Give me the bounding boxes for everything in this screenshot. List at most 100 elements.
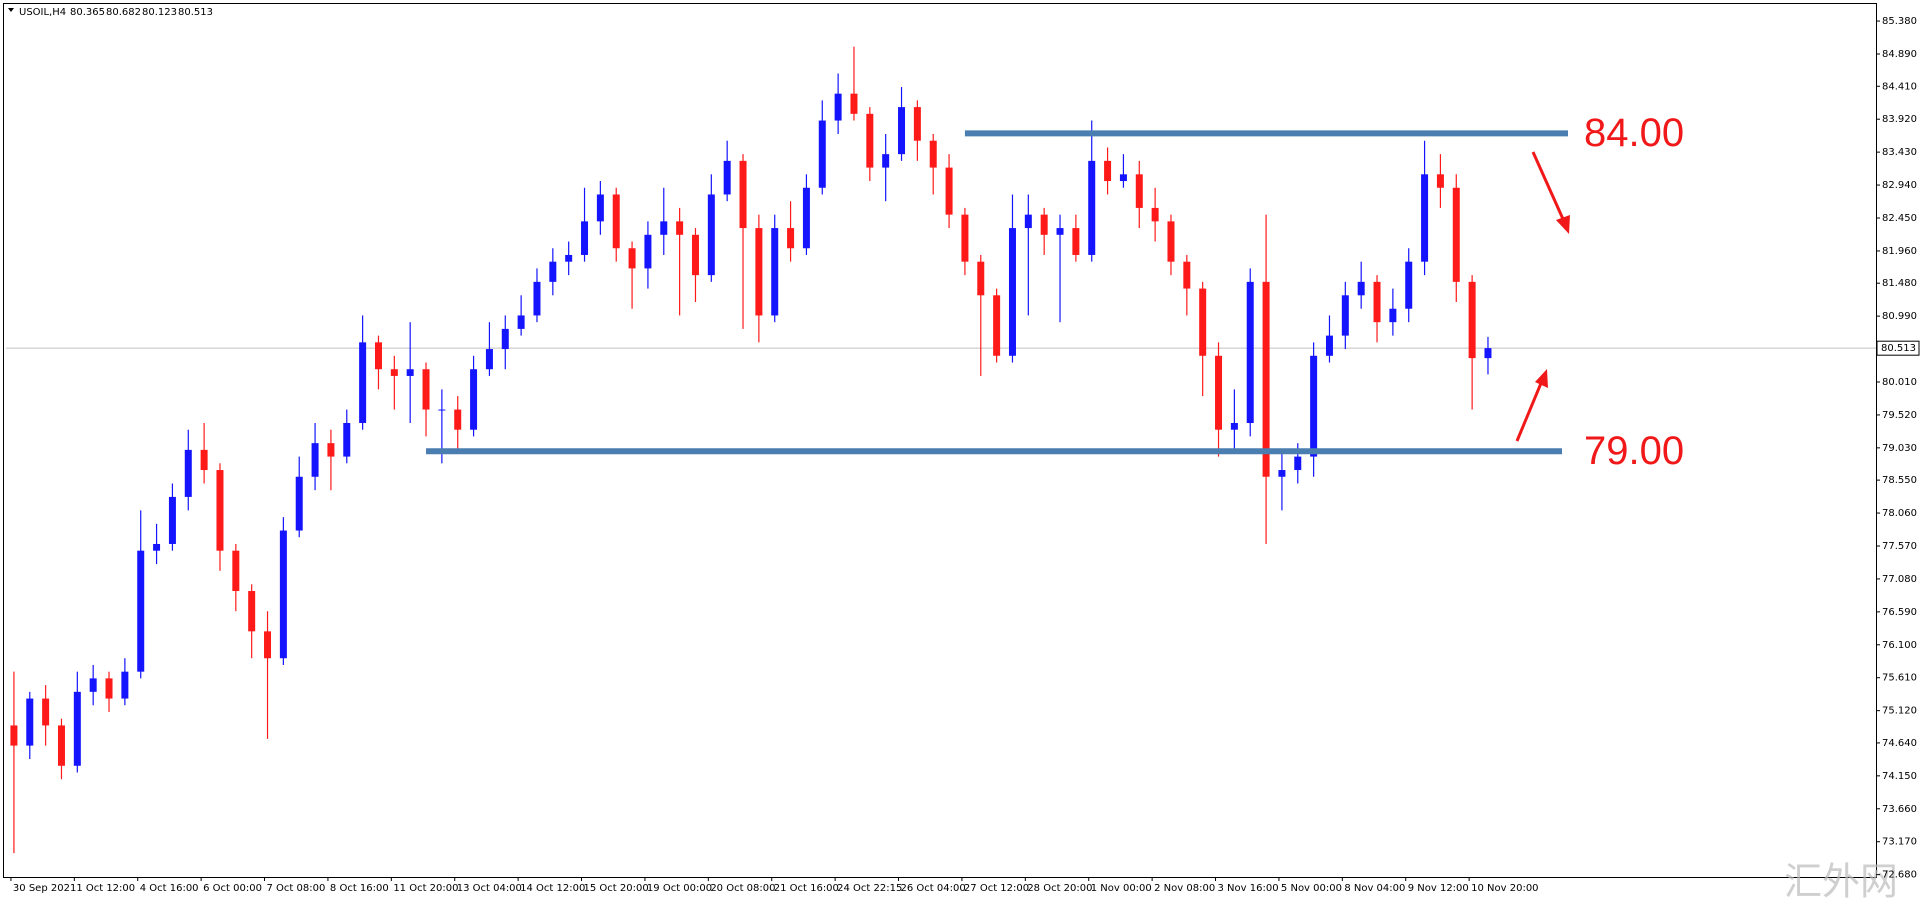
arrow-down-head <box>1556 215 1570 234</box>
x-tick-label: 13 Oct 04:00 <box>457 883 522 894</box>
y-tick-label: 78.060 <box>1882 508 1917 519</box>
y-tick-label: 77.570 <box>1882 541 1917 552</box>
x-tick-label: 8 Oct 16:00 <box>330 883 389 894</box>
candle-body <box>1088 160 1096 255</box>
y-tick-label: 72.680 <box>1882 870 1917 881</box>
x-tick-label: 30 Sep 2021 <box>13 883 76 894</box>
x-tick-label: 1 Oct 12:00 <box>76 883 135 894</box>
candle-body <box>1310 355 1318 457</box>
header-low: 80.123 <box>142 7 177 18</box>
x-tick-label: 2 Nov 08:00 <box>1154 883 1215 894</box>
candle-body <box>1215 355 1223 430</box>
candle-body <box>787 228 795 249</box>
watermark: 汇外网 <box>1784 860 1898 901</box>
candle-body <box>1373 281 1381 323</box>
x-tick-label: 1 Nov 00:00 <box>1091 883 1152 894</box>
candle-body <box>470 369 478 430</box>
candle-body <box>565 254 573 262</box>
candle-body <box>549 261 557 282</box>
candle-body <box>1008 228 1016 356</box>
candle-body <box>850 93 858 114</box>
x-tick-label: 9 Nov 12:00 <box>1408 883 1469 894</box>
candle-body <box>1294 456 1302 471</box>
candle-body <box>1104 160 1112 182</box>
candle-body <box>264 631 272 659</box>
candle-body <box>10 725 18 746</box>
y-tick-label: 76.590 <box>1882 607 1917 618</box>
candle-body <box>1341 295 1349 336</box>
x-tick-label: 5 Nov 00:00 <box>1281 883 1342 894</box>
y-tick-label: 74.150 <box>1882 771 1917 782</box>
header-high: 80.682 <box>106 7 141 18</box>
header-open: 80.365 <box>70 7 105 18</box>
candle-body <box>993 295 1001 356</box>
candle-body <box>628 248 636 269</box>
y-tick-label: 77.080 <box>1882 574 1917 585</box>
arrow-up <box>1515 375 1546 442</box>
candle-body <box>121 671 129 699</box>
level-annotation: 79.00 <box>1584 429 1684 473</box>
x-tick-label: 4 Oct 16:00 <box>140 883 199 894</box>
candle-body <box>89 678 97 692</box>
y-tick-label: 73.170 <box>1882 837 1917 848</box>
candle-body <box>1357 281 1365 296</box>
candle-body <box>1151 207 1159 222</box>
candle-body <box>771 228 779 316</box>
candle-body <box>1024 214 1032 229</box>
candle-body <box>1325 335 1333 356</box>
x-tick-label: 20 Oct 08:00 <box>710 883 775 894</box>
x-tick-label: 8 Nov 04:00 <box>1344 883 1405 894</box>
candle-body <box>596 194 604 222</box>
candle-body <box>1389 308 1397 323</box>
y-tick-label: 73.660 <box>1882 804 1917 815</box>
candle-body <box>1246 281 1254 423</box>
x-tick-label: 3 Nov 16:00 <box>1218 883 1279 894</box>
y-tick-label: 83.430 <box>1882 147 1917 158</box>
y-tick-label: 78.550 <box>1882 475 1917 486</box>
y-tick-label: 81.960 <box>1882 246 1917 257</box>
arrow-up-head <box>1535 369 1548 388</box>
candle-body <box>232 550 240 592</box>
candle-body <box>517 315 525 329</box>
y-tick-label: 75.120 <box>1882 706 1917 717</box>
y-tick-label: 82.940 <box>1882 180 1917 191</box>
y-tick-label: 79.520 <box>1882 410 1917 421</box>
candle-body <box>73 691 81 766</box>
candle-body <box>137 550 145 672</box>
candle-body <box>755 228 763 316</box>
candle-body <box>1262 281 1270 477</box>
candle-body <box>26 698 34 746</box>
y-tick-label: 84.890 <box>1882 49 1917 60</box>
y-tick-label: 76.100 <box>1882 640 1917 651</box>
candle-body <box>1230 422 1238 430</box>
candle-body <box>1040 214 1048 235</box>
y-tick-label: 74.640 <box>1882 738 1917 749</box>
candle-body <box>866 113 874 168</box>
candle-body <box>739 160 747 229</box>
candle-body <box>1436 174 1444 188</box>
candle-body <box>1452 187 1460 282</box>
x-tick-label: 24 Oct 22:15 <box>837 883 902 894</box>
header-marker <box>8 8 14 12</box>
candle-body <box>216 470 224 551</box>
y-tick-label: 80.010 <box>1882 377 1917 388</box>
x-tick-label: 14 Oct 12:00 <box>520 883 585 894</box>
y-tick-label: 80.990 <box>1882 311 1917 322</box>
candle-body <box>168 496 176 544</box>
candle-body <box>311 443 319 477</box>
candle-body <box>612 194 620 249</box>
candle-body <box>1072 228 1080 255</box>
candle-body <box>898 107 906 155</box>
candle-body <box>501 328 509 350</box>
candle-body <box>1405 261 1413 309</box>
candle-body <box>422 369 430 410</box>
candle-body <box>153 543 161 551</box>
candle-body <box>834 93 842 121</box>
candle-body <box>438 409 446 411</box>
x-tick-label: 15 Oct 20:00 <box>584 883 649 894</box>
price-label: 80.513 <box>1881 343 1916 354</box>
candle-body <box>644 234 652 269</box>
candle-body <box>200 449 208 471</box>
